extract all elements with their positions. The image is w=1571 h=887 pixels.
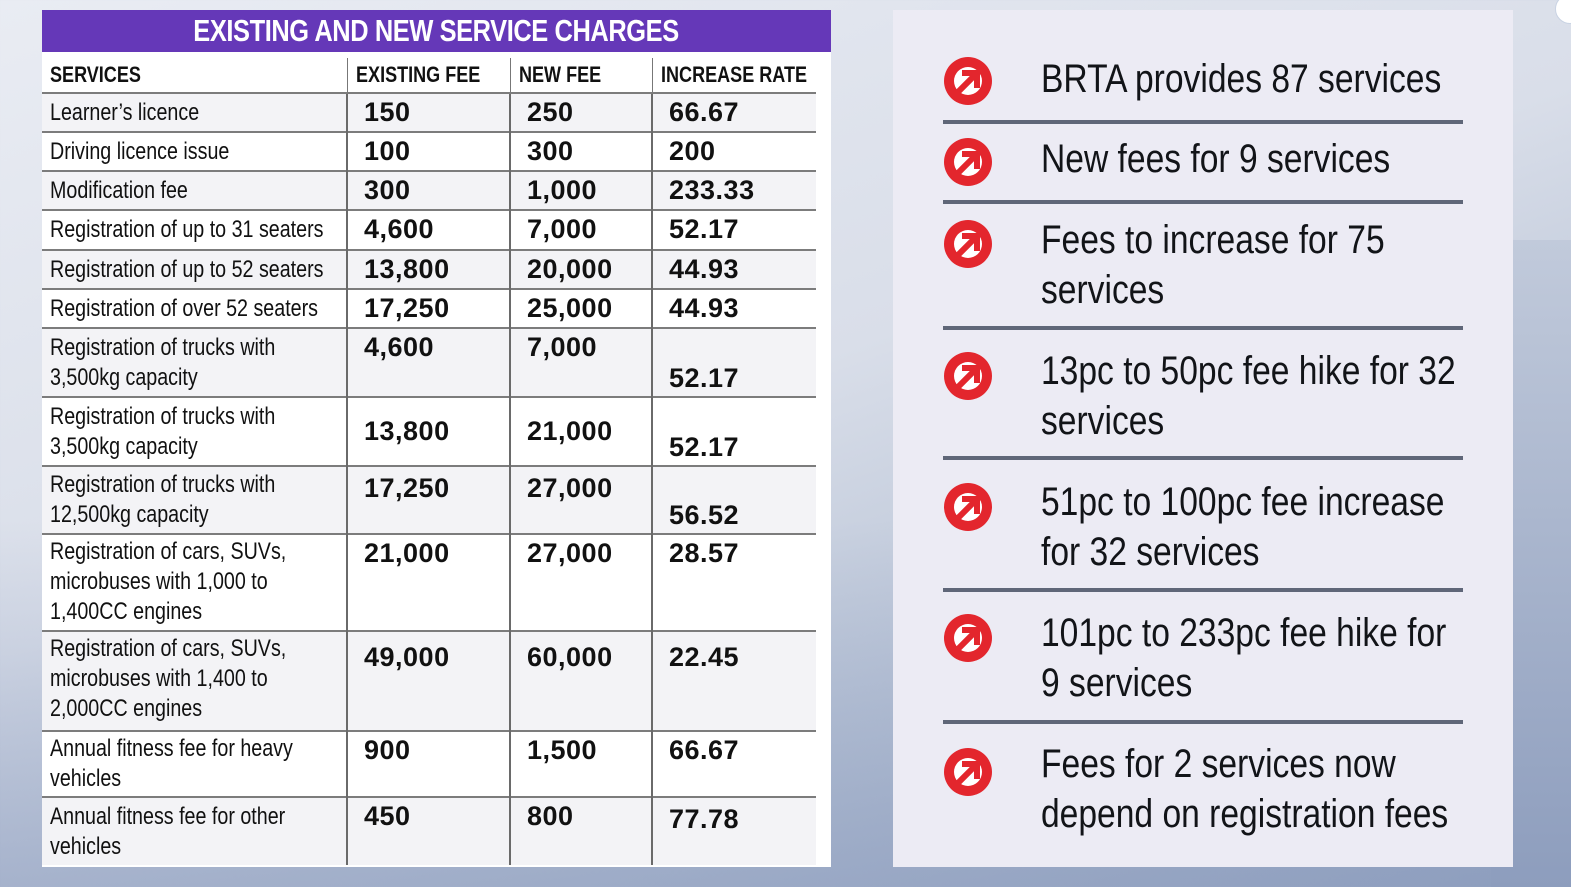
fact-text: 101pc to 233pc fee hike for 9 services [1041,611,1447,705]
table-row: Registration of trucks with 3,500kg capac… [42,396,816,466]
table-row: Registration of cars, SUVs, microbuses wi… [42,630,816,731]
increase-rate: 66.67 [651,730,816,797]
new-fee: 7,000 [509,327,652,397]
table-title: EXISTING AND NEW SERVICE CHARGES [42,10,831,52]
arrow-up-right-circle-icon [943,137,993,187]
existing-fee: 17,250 [346,288,510,328]
existing-fee: 13,800 [346,396,510,466]
new-fee: 250 [509,92,652,132]
service-name: Registration of trucks with 12,500kg capa… [42,465,347,534]
existing-fee: 4,600 [346,327,510,397]
service-name: Annual fitness fee for heavy vehicles [42,730,347,797]
table-row: Registration of over 52 seaters 17,250 2… [42,288,816,328]
new-fee: 1,500 [509,730,652,797]
service-name: Modification fee [42,170,347,210]
service-charges-panel: EXISTING AND NEW SERVICE CHARGES SERVICE… [42,10,831,867]
existing-fee: 450 [346,796,510,865]
arrow-up-right-circle-icon [943,219,993,269]
increase-rate: 52.17 [651,209,816,250]
fact-text: 51pc to 100pc fee increase for 32 service… [1041,480,1445,574]
new-fee: 800 [509,796,652,865]
service-charges-table: SERVICES EXISTING FEE NEW FEE INCREASE R… [42,58,816,865]
existing-fee: 21,000 [346,533,510,631]
increase-rate: 56.52 [651,465,816,534]
fact-text: New fees for 9 services [1041,137,1391,181]
service-name: Registration of up to 52 seaters [42,249,347,289]
header-existing-fee: EXISTING FEE [346,58,510,93]
table-row: Driving licence issue 100 300 200 [42,131,816,171]
fact-text: 13pc to 50pc fee hike for 32 services [1041,349,1456,443]
increase-rate: 233.33 [651,170,816,210]
arrow-up-right-circle-icon [943,482,993,532]
fact-item: 101pc to 233pc fee hike for 9 services [943,608,1463,724]
table-row: Learner’s licence 150 250 66.67 [42,92,816,132]
existing-fee: 17,250 [346,465,510,534]
existing-fee: 300 [346,170,510,210]
fact-item: 51pc to 100pc fee increase for 32 service… [943,476,1463,592]
increase-rate: 28.57 [651,533,816,631]
existing-fee: 13,800 [346,249,510,289]
new-fee: 20,000 [509,249,652,289]
key-facts-panel: BRTA provides 87 services New fees for 9… [893,10,1513,867]
increase-rate: 77.78 [651,796,816,865]
existing-fee: 100 [346,131,510,171]
increase-rate: 52.17 [651,327,816,397]
table-row: Registration of cars, SUVs, microbuses wi… [42,533,816,631]
fact-item: BRTA provides 87 services [943,50,1463,124]
table-row: Registration of trucks with 3,500kg capac… [42,327,816,397]
arrow-up-right-circle-icon [943,747,993,797]
fact-text: Fees to increase for 75 services [1041,218,1385,312]
table-row: Modification fee 300 1,000 233.33 [42,170,816,210]
service-name: Annual fitness fee for other vehicles [42,796,347,865]
service-name: Registration of cars, SUVs, microbuses wi… [42,630,347,731]
new-fee: 1,000 [509,170,652,210]
service-name: Learner’s licence [42,92,347,132]
increase-rate: 22.45 [651,630,816,731]
service-name: Driving licence issue [42,131,347,171]
existing-fee: 49,000 [346,630,510,731]
service-name: Registration of over 52 seaters [42,288,347,328]
increase-rate: 52.17 [651,396,816,466]
arrow-up-right-circle-icon [943,56,993,106]
corner-badge [1555,0,1571,24]
table-row: Registration of trucks with 12,500kg capa… [42,465,816,534]
increase-rate: 44.93 [651,288,816,328]
new-fee: 7,000 [509,209,652,250]
arrow-up-right-circle-icon [943,613,993,663]
service-name: Registration of trucks with 3,500kg capac… [42,396,347,466]
header-row: SERVICES EXISTING FEE NEW FEE INCREASE R… [42,58,816,93]
table-row: Annual fitness fee for other vehicles 450… [42,796,816,865]
fact-item: Fees to increase for 75 services [943,214,1463,330]
header-increase-rate: INCREASE RATE [651,58,816,93]
new-fee: 21,000 [509,396,652,466]
increase-rate: 200 [651,131,816,171]
table-row: Registration of up to 31 seaters 4,600 7… [42,209,816,250]
existing-fee: 900 [346,730,510,797]
table-row: Registration of up to 52 seaters 13,800 … [42,249,816,289]
header-services: SERVICES [50,62,141,87]
service-name: Registration of cars, SUVs, microbuses wi… [42,533,347,631]
fact-text: BRTA provides 87 services [1041,57,1442,101]
new-fee: 60,000 [509,630,652,731]
fact-item: 13pc to 50pc fee hike for 32 services [943,344,1463,460]
service-name: Registration of up to 31 seaters [42,209,347,250]
service-name: Registration of trucks with 3,500kg capac… [42,327,347,397]
fact-text: Fees for 2 services now depend on registr… [1041,742,1449,836]
new-fee: 300 [509,131,652,171]
table-row: Annual fitness fee for heavy vehicles 900… [42,730,816,797]
increase-rate: 66.67 [651,92,816,132]
increase-rate: 44.93 [651,249,816,289]
arrow-up-right-circle-icon [943,351,993,401]
new-fee: 25,000 [509,288,652,328]
fact-item: New fees for 9 services [943,134,1463,204]
new-fee: 27,000 [509,533,652,631]
header-new-fee: NEW FEE [509,58,652,93]
existing-fee: 4,600 [346,209,510,250]
existing-fee: 150 [346,92,510,132]
fact-item: Fees for 2 services now depend on registr… [943,739,1463,849]
new-fee: 27,000 [509,465,652,534]
